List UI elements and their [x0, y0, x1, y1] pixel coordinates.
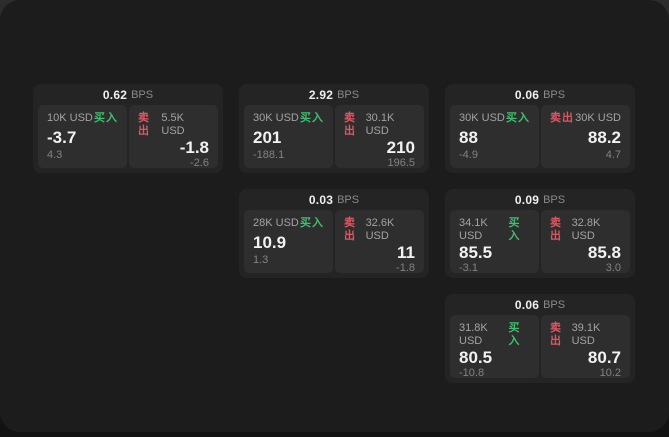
- buy-amount: 34.1K USD: [459, 217, 488, 242]
- buy-cell[interactable]: 30K USD 买入 88 -4.9: [450, 105, 539, 168]
- card-header: 0.06 BPS: [450, 84, 630, 105]
- bps-value: 0.06: [514, 87, 540, 102]
- sell-amount: 32.6K USD: [365, 217, 395, 242]
- quote-card-grid: 0.62 BPS 10K USD 买入 -3.7 4.3 卖出: [33, 84, 635, 383]
- card-header: 0.06 BPS: [450, 294, 630, 315]
- bps-unit-label: BPS: [337, 193, 360, 206]
- buy-sub-value: -4.9: [459, 149, 478, 161]
- bps-value: 0.62: [102, 87, 128, 102]
- quote-card: 2.92 BPS 30K USD 买入 201 -188.1 卖出: [239, 84, 429, 173]
- buy-sub-value: 4.3: [47, 149, 63, 161]
- buy-amount: 30K USD: [459, 112, 505, 124]
- buy-cell[interactable]: 31.8K USD 买入 80.5 -10.8: [450, 315, 539, 379]
- sell-sub-value: 3.0: [605, 262, 621, 274]
- sell-label: 卖出: [344, 217, 356, 242]
- bps-value: 2.92: [308, 87, 334, 102]
- buy-price: -3.7: [47, 127, 77, 147]
- buy-amount: 31.8K USD: [459, 322, 488, 347]
- quote-card: 0.09 BPS 34.1K USD 买入 85.5 -3.1 卖出: [445, 189, 635, 278]
- buy-price: 85.5: [459, 243, 493, 262]
- sell-price: -1.8: [179, 138, 209, 157]
- sell-amount: 5.5K USD: [161, 112, 185, 137]
- sell-price: 88.2: [587, 127, 621, 147]
- buy-sub-value: -188.1: [253, 149, 285, 161]
- sell-price: 210: [386, 138, 415, 157]
- sell-cell[interactable]: 卖出 39.1K USD 80.7 10.2: [541, 315, 630, 379]
- sell-amount: 30.1K USD: [365, 112, 395, 137]
- sell-label: 卖出: [550, 322, 562, 347]
- bps-value: 0.03: [308, 192, 334, 207]
- buy-cell[interactable]: 10K USD 买入 -3.7 4.3: [38, 105, 127, 168]
- buy-label: 买入: [300, 112, 324, 124]
- card-header: 0.09 BPS: [450, 189, 630, 210]
- sell-sub-value: 10.2: [599, 367, 621, 379]
- buy-label: 买入: [300, 217, 324, 229]
- buy-price: 10.9: [253, 232, 287, 252]
- sell-label: 卖出: [344, 112, 356, 137]
- buy-price: 88: [459, 127, 478, 147]
- sell-label: 卖出: [550, 112, 574, 124]
- sell-cell[interactable]: 卖出 30.1K USD 210 196.5: [335, 105, 424, 169]
- sell-cell[interactable]: 卖出 32.6K USD 11 -1.8: [335, 210, 424, 274]
- sell-price: 11: [397, 243, 415, 262]
- buy-amount: 28K USD: [253, 217, 299, 229]
- buy-price: 201: [253, 127, 282, 147]
- sell-sub-value: -1.8: [396, 262, 415, 274]
- sell-amount: 39.1K USD: [571, 322, 601, 347]
- sell-sub-value: -2.6: [190, 157, 209, 169]
- buy-label: 买入: [508, 322, 521, 347]
- bps-unit-label: BPS: [543, 88, 566, 101]
- buy-amount: 30K USD: [253, 112, 299, 124]
- bps-unit-label: BPS: [337, 88, 360, 101]
- bps-unit-label: BPS: [543, 193, 566, 206]
- quote-card: 0.62 BPS 10K USD 买入 -3.7 4.3 卖出: [33, 84, 223, 173]
- quote-card: 0.06 BPS 31.8K USD 买入 80.5 -10.8 卖: [445, 294, 635, 383]
- bps-unit-label: BPS: [131, 88, 154, 101]
- sell-amount: 30K USD: [575, 112, 621, 124]
- sell-price: 80.7: [587, 348, 621, 367]
- buy-cell[interactable]: 30K USD 买入 201 -188.1: [244, 105, 333, 168]
- card-header: 2.92 BPS: [244, 84, 424, 105]
- card-header: 0.03 BPS: [244, 189, 424, 210]
- sell-price: 85.8: [587, 243, 621, 262]
- quote-card: 0.06 BPS 30K USD 买入 88 -4.9 卖出: [445, 84, 635, 173]
- bps-unit-label: BPS: [543, 298, 566, 311]
- buy-label: 买入: [506, 112, 530, 124]
- quote-card: 0.03 BPS 28K USD 买入 10.9 1.3 卖出: [239, 189, 429, 278]
- sell-label: 卖出: [550, 217, 562, 242]
- sell-sub-value: 4.7: [605, 149, 621, 161]
- buy-cell[interactable]: 28K USD 买入 10.9 1.3: [244, 210, 333, 273]
- buy-amount: 10K USD: [47, 112, 93, 124]
- sell-cell[interactable]: 卖出 5.5K USD -1.8 -2.6: [129, 105, 218, 169]
- buy-sub-value: -3.1: [459, 262, 478, 274]
- buy-label: 买入: [508, 217, 521, 242]
- buy-price: 80.5: [459, 348, 493, 367]
- bps-value: 0.09: [514, 192, 540, 207]
- sell-cell[interactable]: 卖出 30K USD 88.2 4.7: [541, 105, 630, 168]
- sell-amount: 32.8K USD: [571, 217, 601, 242]
- buy-label: 买入: [94, 112, 118, 124]
- buy-sub-value: -10.8: [459, 367, 485, 379]
- bps-value: 0.06: [514, 297, 540, 312]
- card-header: 0.62 BPS: [38, 84, 218, 105]
- sell-cell[interactable]: 卖出 32.8K USD 85.8 3.0: [541, 210, 630, 274]
- sell-sub-value: 196.5: [387, 157, 415, 169]
- sell-label: 卖出: [138, 112, 150, 137]
- buy-sub-value: 1.3: [253, 254, 269, 266]
- buy-cell[interactable]: 34.1K USD 买入 85.5 -3.1: [450, 210, 539, 274]
